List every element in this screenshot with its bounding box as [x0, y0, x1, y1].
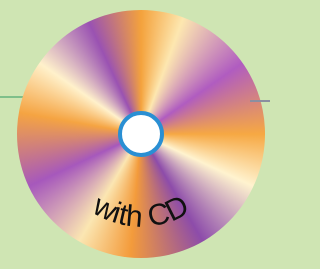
cd-hole: [120, 113, 162, 155]
cd-label: with CD: [87, 189, 194, 234]
page: with CD (() => { const data = JSON.parse…: [0, 0, 270, 269]
cd-label-text: with CD: [87, 189, 194, 234]
cd-overlay: with CD: [0, 0, 270, 269]
